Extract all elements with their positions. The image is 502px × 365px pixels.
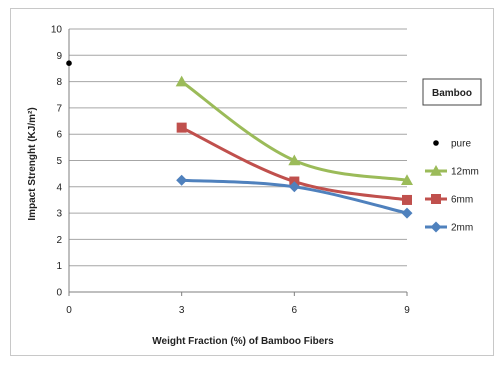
- legend-marker-2mm: [430, 221, 442, 233]
- y-axis-title: Impact Strenght (KJ/m²): [27, 107, 38, 220]
- impact-strength-chart: 0 1 2 3 4 5 6 7 8 9 10 0 3 6 9 Weight Fraction (%) of …: [27, 25, 482, 347]
- legend-title: Bamboo: [432, 88, 472, 99]
- point-12mm-x6: [288, 154, 301, 166]
- y-tick-label-8: 8: [56, 77, 62, 88]
- gridlines: [69, 28, 407, 293]
- point-12mm-x3: [175, 75, 188, 87]
- x-tick-label-0: 0: [66, 305, 72, 316]
- y-tick-label-1: 1: [56, 261, 62, 272]
- legend-marker-pure: [433, 140, 439, 146]
- legend-marker-6mm: [431, 194, 441, 204]
- y-tick-label-0: 0: [56, 288, 62, 299]
- plot-series: [66, 60, 413, 219]
- x-tick-label-6: 6: [292, 305, 298, 316]
- legend-title-box: [422, 78, 482, 106]
- legend-label-2mm: 2mm: [451, 223, 473, 234]
- series-line-12mm: [180, 80, 408, 182]
- point-pure-x0: [66, 60, 72, 66]
- x-tick-label-3: 3: [179, 305, 185, 316]
- y-tick-label-10: 10: [51, 25, 63, 36]
- point-6mm-x3: [176, 122, 187, 133]
- y-tick-label-6: 6: [56, 130, 62, 141]
- legend-label-pure: pure: [451, 139, 471, 150]
- legend-label-6mm: 6mm: [451, 195, 473, 206]
- legend: Bamboo pure 12mm 6mm 2mm: [422, 78, 482, 234]
- y-tick-label-2: 2: [56, 235, 62, 246]
- legend-items: pure 12mm 6mm 2mm: [425, 139, 479, 234]
- point-12mm-x9: [401, 174, 413, 186]
- y-tick-label-4: 4: [56, 182, 62, 193]
- y-tick-label-3: 3: [56, 209, 62, 220]
- x-axis-title: Weight Fraction (%) of Bamboo Fibers: [152, 336, 334, 347]
- point-6mm-x9: [402, 194, 412, 205]
- y-tick-label-7: 7: [56, 103, 62, 114]
- y-tick-label-9: 9: [56, 51, 62, 62]
- point-2mm-x6: [288, 181, 300, 193]
- legend-label-12mm: 12mm: [451, 167, 479, 178]
- x-tick-label-9: 9: [404, 305, 410, 316]
- y-tick-label-5: 5: [56, 156, 62, 167]
- point-2mm-x9: [401, 207, 413, 219]
- axes: 0 1 2 3 4 5 6 7 8 9 10 0 3 6 9: [51, 25, 410, 317]
- chart-frame: 0 1 2 3 4 5 6 7 8 9 10 0 3 6 9 Weight Fraction (%) of …: [10, 8, 494, 356]
- legend-marker-12mm: [430, 165, 442, 176]
- point-2mm-x3: [176, 174, 188, 186]
